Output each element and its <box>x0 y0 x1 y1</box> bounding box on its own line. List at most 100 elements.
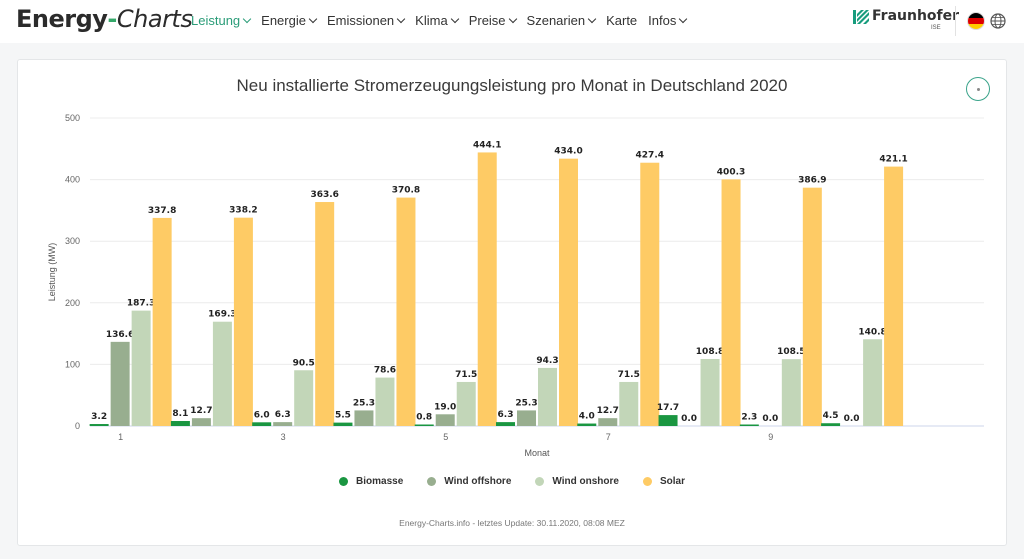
update-footer: Energy-Charts.info - letztes Update: 30.… <box>399 518 625 528</box>
legend-item-wind-onshore[interactable]: Wind onshore <box>535 476 619 487</box>
nav-item-label: Karte <box>606 13 638 28</box>
nav-item-karte[interactable]: Karte <box>606 13 637 28</box>
legend-label: Solar <box>659 476 685 487</box>
fraunhofer-logo[interactable]: Fraunhofer ISE <box>853 8 960 31</box>
bar-solar[interactable] <box>884 166 904 426</box>
fraunhofer-name: Fraunhofer <box>872 8 960 24</box>
data-label: 6.0 <box>254 410 270 420</box>
bar-wind-onshore[interactable] <box>781 359 801 426</box>
bar-solar[interactable] <box>559 158 578 426</box>
bar-biomasse[interactable] <box>658 415 678 426</box>
data-label: 400.3 <box>717 167 745 177</box>
bar-solar[interactable] <box>315 202 335 426</box>
data-label: 90.5 <box>293 358 315 368</box>
bar-solar[interactable] <box>721 179 741 426</box>
bar-biomasse[interactable] <box>821 423 841 426</box>
header-divider <box>955 6 956 36</box>
bar-biomasse[interactable] <box>333 422 353 426</box>
chevron-down-icon <box>508 14 517 24</box>
energy-charts-logo[interactable]: Energy-Charts <box>16 5 193 33</box>
legend-item-wind-offshore[interactable]: Wind offshore <box>427 476 511 487</box>
data-label: 0.0 <box>762 414 778 424</box>
nav-item-label: Szenarien <box>526 13 586 28</box>
bar-wind-onshore[interactable] <box>538 367 557 426</box>
bar-wind-offshore[interactable] <box>273 422 293 426</box>
chevron-down-icon <box>587 14 597 24</box>
data-label: 386.9 <box>798 176 826 186</box>
nav-item-leistung[interactable]: Leistung <box>191 13 252 28</box>
bar-wind-offshore[interactable] <box>435 414 455 426</box>
bar-wind-offshore[interactable] <box>110 341 130 426</box>
bar-biomasse[interactable] <box>496 422 515 426</box>
legend-marker-icon <box>535 477 545 486</box>
bar-wind-onshore[interactable] <box>294 370 314 426</box>
data-label: 12.7 <box>190 406 212 416</box>
data-label: 78.6 <box>374 366 396 376</box>
bar-wind-onshore[interactable] <box>131 310 151 426</box>
logo-text-energy: Energy <box>16 5 108 33</box>
x-tick-label: 3 <box>281 432 286 442</box>
fraunhofer-mark-icon <box>853 10 869 24</box>
bar-solar[interactable] <box>477 152 497 427</box>
data-label: 25.3 <box>353 398 375 408</box>
nav-item-infos[interactable]: Infos <box>648 13 688 28</box>
fraunhofer-ise-label: ISE <box>931 25 941 31</box>
data-label: 434.0 <box>554 147 582 157</box>
bar-solar[interactable] <box>640 162 660 426</box>
bar-wind-onshore[interactable] <box>700 358 720 426</box>
bar-biomasse[interactable] <box>414 424 434 427</box>
data-label: 94.3 <box>536 356 558 366</box>
nav-item-label: Emissionen <box>326 13 395 28</box>
x-tick-label: 5 <box>443 432 448 442</box>
legend-marker-icon <box>339 477 349 486</box>
data-label: 25.3 <box>515 398 537 408</box>
legend-item-biomasse[interactable]: Biomasse <box>339 476 403 487</box>
data-label: 6.3 <box>498 410 514 420</box>
nav-item-label: Klima <box>415 13 448 28</box>
bar-wind-onshore[interactable] <box>863 339 883 426</box>
logo-dash: - <box>107 5 117 33</box>
bar-biomasse[interactable] <box>252 422 272 426</box>
bar-solar[interactable] <box>396 197 416 426</box>
data-label: 0.0 <box>844 414 860 424</box>
bar-wind-offshore[interactable] <box>598 418 618 426</box>
bar-biomasse[interactable] <box>170 421 190 426</box>
y-tick-label: 200 <box>65 298 80 308</box>
globe-icon[interactable] <box>990 13 1006 29</box>
bar-wind-onshore[interactable] <box>619 381 639 426</box>
nav-item-energie[interactable]: Energie <box>261 13 318 28</box>
bar-wind-onshore[interactable] <box>456 381 476 426</box>
nav-item-klima[interactable]: Klima <box>415 13 459 28</box>
data-label: 6.3 <box>275 410 291 420</box>
data-label: 19.0 <box>434 402 456 412</box>
chart-card: Neu installierte Stromerzeugungsleistung… <box>17 59 1007 546</box>
bar-biomasse[interactable] <box>739 424 759 427</box>
nav-item-preise[interactable]: Preise <box>469 13 517 28</box>
data-label: 363.6 <box>310 190 338 200</box>
data-label: 12.7 <box>597 406 619 416</box>
bar-wind-offshore[interactable] <box>354 410 374 426</box>
bar-wind-offshore[interactable] <box>517 410 536 426</box>
logo-text-charts: Charts <box>116 5 193 33</box>
legend-item-solar[interactable]: Solar <box>642 476 685 487</box>
bar-biomasse[interactable] <box>89 424 109 426</box>
bar-solar[interactable] <box>802 187 822 426</box>
chart-title: Neu installierte Stromerzeugungsleistung… <box>236 76 788 95</box>
x-tick-label: 1 <box>118 432 123 442</box>
bar-wind-onshore[interactable] <box>212 321 232 426</box>
chevron-down-icon <box>450 14 459 24</box>
y-tick-label: 500 <box>65 113 80 123</box>
bar-biomasse[interactable] <box>577 423 597 426</box>
data-label: 0.8 <box>416 413 432 423</box>
bar-solar[interactable] <box>152 217 172 426</box>
bar-wind-onshore[interactable] <box>375 377 395 426</box>
chart-context-menu-button[interactable] <box>966 77 990 101</box>
bar-solar[interactable] <box>233 217 253 426</box>
top-navigation-bar: Energy-Charts Leistung Energie Emissionen K… <box>0 0 1024 43</box>
bar-wind-offshore[interactable] <box>191 418 211 426</box>
german-flag-icon[interactable] <box>968 13 984 29</box>
nav-item-szenarien[interactable]: Szenarien <box>526 13 597 28</box>
data-label: 108.5 <box>777 347 805 357</box>
data-label: 421.1 <box>879 155 907 165</box>
nav-item-emissionen[interactable]: Emissionen <box>326 13 406 28</box>
